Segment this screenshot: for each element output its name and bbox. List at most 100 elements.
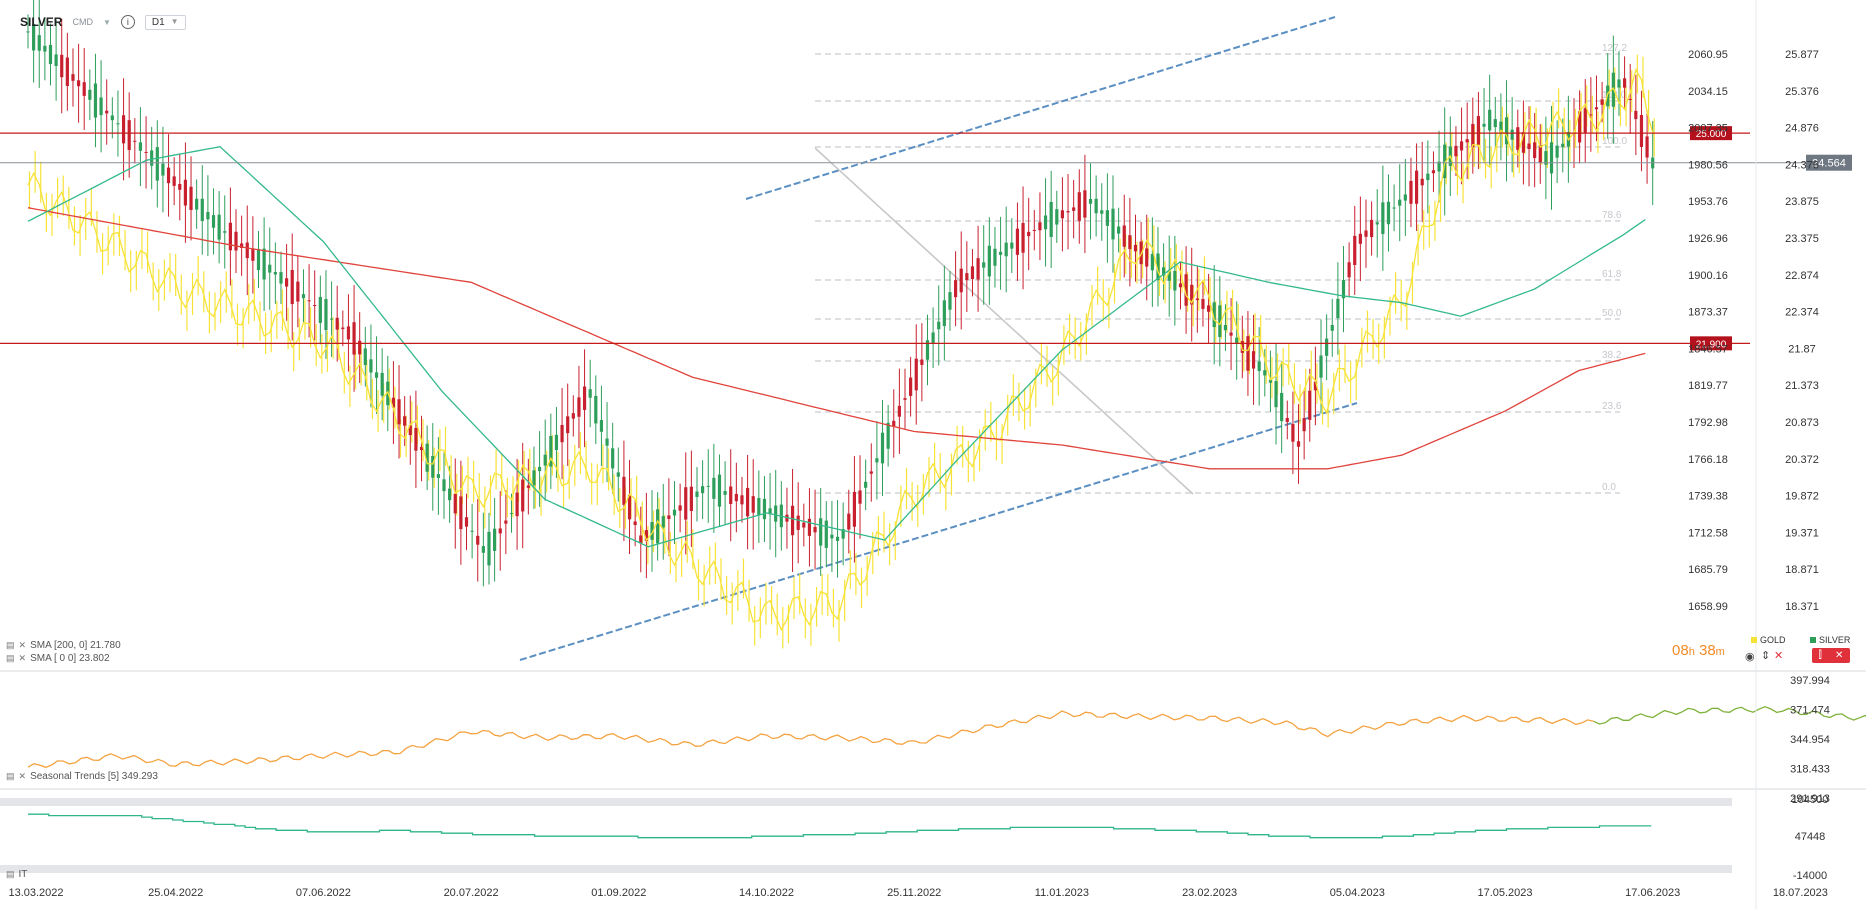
close-icon[interactable]: ✕ bbox=[1835, 650, 1844, 661]
eye-icon[interactable]: ◉ bbox=[1745, 651, 1755, 663]
candle-body bbox=[526, 485, 530, 488]
fib-grid bbox=[815, 53, 1620, 494]
candle-body bbox=[577, 397, 581, 417]
legend-silver[interactable]: SILVER bbox=[1810, 635, 1850, 645]
candle-body bbox=[296, 281, 300, 302]
close-icon[interactable]: ✕ bbox=[18, 653, 27, 663]
indicator-sma200[interactable]: ▤ ✕ SMA [200, 0] 21.780 bbox=[6, 640, 121, 651]
candle-body bbox=[374, 372, 379, 378]
pane-bar bbox=[0, 865, 1732, 873]
candle-body bbox=[830, 534, 834, 539]
candle-body bbox=[1476, 116, 1481, 145]
candle-body bbox=[1527, 143, 1531, 150]
candle-body bbox=[279, 272, 283, 284]
candle-body bbox=[397, 399, 401, 425]
candle-body bbox=[1555, 145, 1559, 158]
candle-body bbox=[1308, 390, 1312, 420]
menu-icon[interactable]: ▤ bbox=[6, 869, 15, 879]
candle-body bbox=[796, 515, 800, 530]
gold-tick-label: 1819.77 bbox=[1688, 380, 1728, 392]
candle-body bbox=[1510, 129, 1514, 140]
candle-body bbox=[560, 424, 564, 443]
candle-body bbox=[71, 74, 75, 81]
candle-body bbox=[1330, 324, 1334, 331]
close-icon[interactable]: ✕ bbox=[18, 640, 27, 650]
candle-body bbox=[774, 505, 778, 522]
candle-body bbox=[234, 231, 238, 251]
candle-body bbox=[1319, 355, 1323, 378]
candle-body bbox=[1589, 114, 1593, 116]
candle-body bbox=[307, 300, 311, 302]
candle-body bbox=[335, 317, 339, 330]
candle-body bbox=[1600, 99, 1604, 105]
candle-body bbox=[1583, 108, 1587, 134]
candle-body bbox=[1263, 370, 1267, 376]
candle-body bbox=[498, 528, 502, 534]
close-icon[interactable]: ✕ bbox=[18, 771, 27, 781]
gold-tick-label: 1846.57 bbox=[1688, 343, 1728, 355]
candle-body bbox=[549, 435, 553, 467]
candle-body bbox=[206, 211, 210, 220]
candle-body bbox=[1072, 207, 1076, 211]
indicator-label: Seasonal Trends [5] 349.293 bbox=[30, 771, 158, 782]
reorder-icon[interactable]: ⇕ bbox=[1761, 650, 1771, 662]
candle-body bbox=[734, 493, 738, 502]
gold-tick-label: 1953.76 bbox=[1688, 196, 1728, 208]
candle-body bbox=[301, 294, 306, 299]
candle-body bbox=[211, 215, 216, 228]
candle-body bbox=[537, 466, 542, 472]
candle-body bbox=[380, 372, 384, 396]
candle-body bbox=[1150, 254, 1154, 271]
moving-averages bbox=[27, 146, 1646, 548]
candle-body bbox=[1094, 198, 1098, 214]
candle-body bbox=[1178, 283, 1183, 288]
candle-body bbox=[1414, 170, 1419, 204]
candle-body bbox=[1471, 123, 1475, 148]
legend-gold[interactable]: GOLD bbox=[1751, 635, 1786, 645]
menu-icon[interactable]: ▤ bbox=[6, 771, 15, 781]
info-icon[interactable]: i bbox=[120, 15, 135, 29]
series-control[interactable]: ⫿ ✕ bbox=[1812, 648, 1850, 663]
candle-body bbox=[1223, 325, 1228, 331]
candle-body bbox=[324, 298, 328, 331]
candle-body bbox=[959, 268, 963, 293]
candle-body bbox=[1066, 211, 1070, 213]
candle-body bbox=[1594, 107, 1599, 110]
candle-body bbox=[65, 57, 69, 86]
candle-body bbox=[588, 389, 592, 398]
candle-body bbox=[847, 513, 851, 530]
x-tick-label: 05.04.2023 bbox=[1330, 887, 1385, 899]
candle-body bbox=[639, 535, 643, 544]
candle-body bbox=[403, 416, 407, 426]
symbol-label[interactable]: SILVER bbox=[20, 15, 63, 29]
x-tick-label: 17.05.2023 bbox=[1477, 887, 1532, 899]
chevron-down-icon[interactable]: ▼ bbox=[102, 17, 111, 27]
candle-body bbox=[1015, 228, 1020, 255]
x-tick-label: 25.11.2022 bbox=[887, 887, 941, 899]
fib-label: 127.2 bbox=[1602, 43, 1627, 54]
candle-body bbox=[953, 280, 958, 298]
class-label: CMD bbox=[72, 17, 93, 27]
gold-tick-label: 2034.15 bbox=[1688, 86, 1728, 98]
menu-icon[interactable]: ▤ bbox=[6, 640, 15, 650]
indicator-osc[interactable]: ▤ IT bbox=[6, 869, 27, 880]
menu-icon[interactable]: ▤ bbox=[6, 653, 15, 663]
candle-body bbox=[419, 446, 424, 451]
candle-body bbox=[493, 528, 497, 551]
candle-body bbox=[571, 413, 575, 419]
indicator-sma50[interactable]: ▤ ✕ SMA [ 0 0] 23.802 bbox=[6, 653, 110, 664]
candle-body bbox=[200, 198, 204, 222]
candles-icon[interactable]: ⫿ bbox=[1818, 650, 1822, 661]
gold-tick-label: 1658.99 bbox=[1688, 601, 1728, 613]
candle-body bbox=[611, 448, 615, 469]
indicator-seasonal[interactable]: ▤ ✕ Seasonal Trends [5] 349.293 bbox=[6, 771, 158, 782]
timeframe-select[interactable]: D1 ▼ bbox=[144, 14, 186, 30]
close-icon[interactable]: ✕ bbox=[1774, 650, 1784, 662]
candle-body bbox=[729, 486, 733, 504]
gold-tick-label: 1980.56 bbox=[1688, 159, 1728, 171]
candle-body bbox=[43, 45, 47, 52]
candle-body bbox=[706, 485, 710, 487]
trend-line bbox=[814, 147, 1194, 495]
